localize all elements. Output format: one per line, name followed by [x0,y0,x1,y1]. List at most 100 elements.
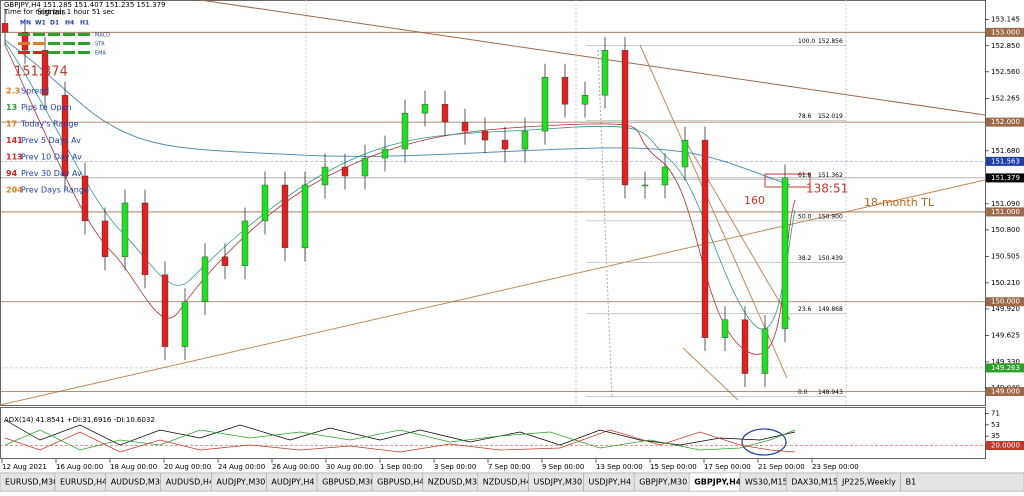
level-label: 153.000 [991,28,1020,36]
tab-label[interactable]: GBPUSD,H4 [377,478,424,487]
level-tag [986,387,1024,397]
tab-label[interactable]: AUDUSD,H4 [166,478,214,487]
tab-label[interactable]: EURUSD,H4 [60,478,107,487]
candle-body [761,328,769,374]
price-marker-label: 151.379 [991,174,1020,182]
tab-label[interactable]: GBPJPY,M30 [639,478,687,487]
info-value: 94 [6,169,18,178]
signals-title: Signals [37,8,66,17]
tab-label[interactable]: GBPJPY,H4 [694,478,742,487]
signal-cell [18,51,30,54]
tab-label[interactable]: B1 [906,478,917,487]
level-label: 151.000 [991,208,1020,216]
candle-body [1,23,9,33]
time-label: 15 Sep 00:00 [650,463,697,471]
tab-label[interactable]: AUDJPY,M30 [216,478,265,487]
candle-body [541,77,549,132]
time-label: 20 Aug 00:00 [164,463,211,471]
time-label: 16 Aug 00:00 [56,463,103,471]
trendline-label: 18-month TL [864,196,935,209]
price-tick-label: 152.850 [991,42,1020,50]
price-tick-label: 153.145 [991,15,1020,23]
price-marker-tag [986,363,1024,373]
signal-cell [78,33,90,36]
tab-label[interactable]: EURUSD,M30 [5,478,58,487]
fib-price: 152.856 [818,38,843,45]
candle-body [681,139,689,168]
indicator-label: STR [95,42,105,48]
tab-label[interactable]: NZDUSD,H4 [483,478,531,487]
candle-body [421,103,429,114]
candle-body [581,94,589,105]
minus-di-line [4,429,796,453]
candle-body [381,148,389,159]
candle-body [481,130,489,141]
level-tag [986,297,1024,307]
symbol-tab[interactable] [900,472,1024,492]
time-label: 17 Sep 00:00 [704,463,751,471]
tab-label[interactable]: AUDJPY,H4 [271,478,314,487]
signal-cell [48,51,60,54]
info-value: 113 [6,153,23,162]
tab-label[interactable]: JP225,Weekly [841,478,896,487]
price-tick-label: 149.330 [991,358,1020,366]
pips-note: 160 [744,194,765,207]
candle-body [181,301,189,347]
candle-body [81,175,89,222]
info-label: Today's Range [20,120,78,129]
candle-body [101,220,109,258]
info-label: Prev Days Range [21,186,89,195]
time-label: 24 Aug 00:00 [218,463,265,471]
candle-body [661,166,669,186]
candle-body [701,139,709,338]
price-tick-label: 150.800 [991,226,1020,234]
candle-body [121,202,129,258]
time-label: 1 Sep 00:00 [380,463,422,471]
signal-cell [78,51,90,54]
tab-label[interactable]: GBPUSD,M30 [322,478,375,487]
time-label: 18 Aug 00:00 [110,463,157,471]
candle-body [361,157,369,177]
info-value: 17 [6,120,17,129]
price-marker-label: 149.263 [991,364,1020,372]
adx-tick-label: 35 [991,432,1000,440]
candle-body [461,121,469,132]
fib-level: 38.2 [798,255,812,262]
timeframe-label: MN [20,20,31,27]
price-tick-label: 150.210 [991,279,1020,287]
signal-cell [33,51,45,54]
bid-price: 151.374 [14,65,68,80]
tab-label[interactable]: AUDUSD,M30 [111,478,165,487]
fib-level: 23.6 [798,306,812,313]
tab-label[interactable]: NZDUSD,M30 [428,478,482,487]
candle-body [741,319,749,374]
signal-cell [48,42,60,45]
signal-cell [33,42,45,45]
price-tick-label: 152.560 [991,68,1020,76]
timeframe-label: H1 [80,20,89,27]
uptrend-line [0,179,986,406]
signal-cell [63,51,75,54]
fib-level: 100.0 [798,38,815,45]
adx-line [4,419,796,446]
fib-level: 50.0 [798,213,812,220]
fib-price: 150.900 [818,213,843,220]
plus-di-line [4,429,796,451]
tab-label[interactable]: USDJPY,M30 [534,478,583,487]
channel-line [639,44,788,379]
adx-highlight [741,428,787,456]
adx-frame [0,407,986,459]
signal-cell [63,33,75,36]
candle-body [641,184,649,187]
indicator-label: MACD [95,33,110,39]
signal-cell [18,42,30,45]
price-tick-label: 152.265 [991,94,1020,102]
tab-label[interactable]: USDJPY,H4 [589,478,632,487]
fib-price: 150.439 [818,255,843,262]
level-tag [986,27,1024,37]
tab-label[interactable]: DAX30,M15 [791,478,838,487]
info-value: 2.3 [6,87,20,96]
tab-label[interactable]: WS30,M15 [745,478,788,487]
